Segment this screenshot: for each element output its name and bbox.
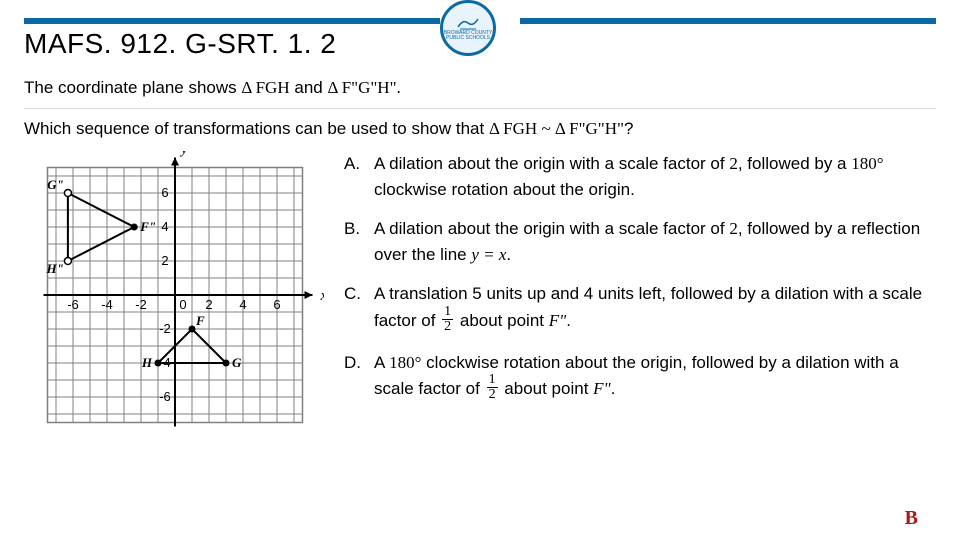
- body-row: -6-4-22460-6-4-2246xyFGHG"F"H" A. A dila…: [24, 151, 936, 456]
- choice-c-frac-num: 1: [442, 305, 453, 320]
- choice-a-text: A dilation about the origin with a scale…: [374, 151, 936, 202]
- choice-b-text: A dilation about the origin with a scale…: [374, 216, 936, 267]
- logo-icon: [456, 15, 480, 31]
- question-text: Which sequence of transformations can be…: [24, 119, 936, 139]
- district-logo: BROWARD COUNTY PUBLIC SCHOOLS: [440, 0, 496, 56]
- prompt-lead: The coordinate plane shows: [24, 78, 241, 97]
- svg-text:6: 6: [161, 185, 168, 200]
- standard-code: MAFS. 912. G-SRT. 1. 2: [24, 28, 336, 60]
- choice-d-frac-den: 2: [487, 388, 498, 402]
- svg-text:6: 6: [273, 297, 280, 312]
- svg-text:y: y: [179, 151, 188, 158]
- prompt-mid: and: [294, 78, 327, 97]
- svg-text:H": H": [46, 261, 64, 276]
- choice-d-pre: A: [374, 353, 389, 372]
- choice-c-pt: F": [549, 310, 567, 329]
- choice-b-eqn: y = x: [471, 245, 506, 264]
- choice-c-letter: C.: [344, 281, 364, 336]
- choice-a-pre: A dilation about the origin with a scale…: [374, 154, 729, 173]
- svg-text:-6: -6: [67, 297, 79, 312]
- question-lead: Which sequence of transformations can be…: [24, 119, 489, 138]
- choice-b-post: .: [506, 245, 511, 264]
- choice-a-angle: 180°: [851, 154, 883, 173]
- svg-text:0: 0: [179, 297, 186, 312]
- question-sim: Δ FGH ~ Δ F"G"H": [489, 119, 624, 138]
- svg-text:x: x: [320, 288, 325, 304]
- choice-d-pt: F": [593, 379, 611, 398]
- choice-d-frac-num: 1: [487, 373, 498, 388]
- question-trail: ?: [624, 119, 633, 138]
- coordinate-graph: -6-4-22460-6-4-2246xyFGHG"F"H": [24, 151, 324, 456]
- choice-b-pre: A dilation about the origin with a scale…: [374, 219, 729, 238]
- logo-text-bottom: PUBLIC SCHOOLS: [446, 36, 490, 42]
- choice-c-post: .: [566, 310, 571, 329]
- choice-a-mid: , followed by a: [738, 154, 851, 173]
- svg-text:2: 2: [161, 253, 168, 268]
- choice-c-text: A translation 5 units up and 4 units lef…: [374, 281, 936, 336]
- svg-text:4: 4: [239, 297, 246, 312]
- choice-c-frac-den: 2: [442, 320, 453, 334]
- divider-left: [24, 18, 440, 24]
- svg-text:G: G: [232, 355, 242, 370]
- choice-b-scale: 2: [729, 219, 738, 238]
- prompt-tri2: Δ F"G"H".: [327, 78, 400, 97]
- choice-a-post: clockwise rotation about the origin.: [374, 180, 635, 199]
- choice-d-post: .: [611, 379, 616, 398]
- choice-a-letter: A.: [344, 151, 364, 202]
- svg-text:-4: -4: [101, 297, 113, 312]
- choice-a-scale: 2: [729, 154, 738, 173]
- choice-c-mid: about point: [455, 310, 549, 329]
- choice-a[interactable]: A. A dilation about the origin with a sc…: [344, 151, 936, 202]
- choice-c-frac: 12: [442, 305, 453, 334]
- svg-text:-2: -2: [159, 321, 171, 336]
- choice-d-mid1: clockwise rotation about the origin, fol…: [374, 353, 899, 398]
- choice-d-frac: 12: [487, 373, 498, 402]
- svg-text:4: 4: [161, 219, 168, 234]
- svg-text:-6: -6: [159, 389, 171, 404]
- svg-text:G": G": [47, 177, 64, 192]
- svg-text:F: F: [195, 313, 205, 328]
- choice-b-letter: B.: [344, 216, 364, 267]
- choice-d[interactable]: D. A 180° clockwise rotation about the o…: [344, 350, 936, 405]
- choice-d-text: A 180° clockwise rotation about the orig…: [374, 350, 936, 405]
- choice-c[interactable]: C. A translation 5 units up and 4 units …: [344, 281, 936, 336]
- choice-b[interactable]: B. A dilation about the origin with a sc…: [344, 216, 936, 267]
- choice-d-angle: 180°: [389, 353, 421, 372]
- svg-text:-2: -2: [135, 297, 147, 312]
- svg-text:F": F": [139, 219, 156, 234]
- graph-svg: -6-4-22460-6-4-2246xyFGHG"F"H": [24, 151, 324, 451]
- choice-d-mid2: about point: [500, 379, 594, 398]
- content-area: The coordinate plane shows Δ FGH and Δ F…: [24, 78, 936, 456]
- svg-text:H: H: [141, 355, 153, 370]
- choice-d-letter: D.: [344, 350, 364, 405]
- answer-key: B: [905, 507, 918, 530]
- prompt-text: The coordinate plane shows Δ FGH and Δ F…: [24, 78, 936, 109]
- svg-text:2: 2: [205, 297, 212, 312]
- divider-right: [520, 18, 936, 24]
- answer-choices: A. A dilation about the origin with a sc…: [344, 151, 936, 456]
- prompt-tri1: Δ FGH: [241, 78, 289, 97]
